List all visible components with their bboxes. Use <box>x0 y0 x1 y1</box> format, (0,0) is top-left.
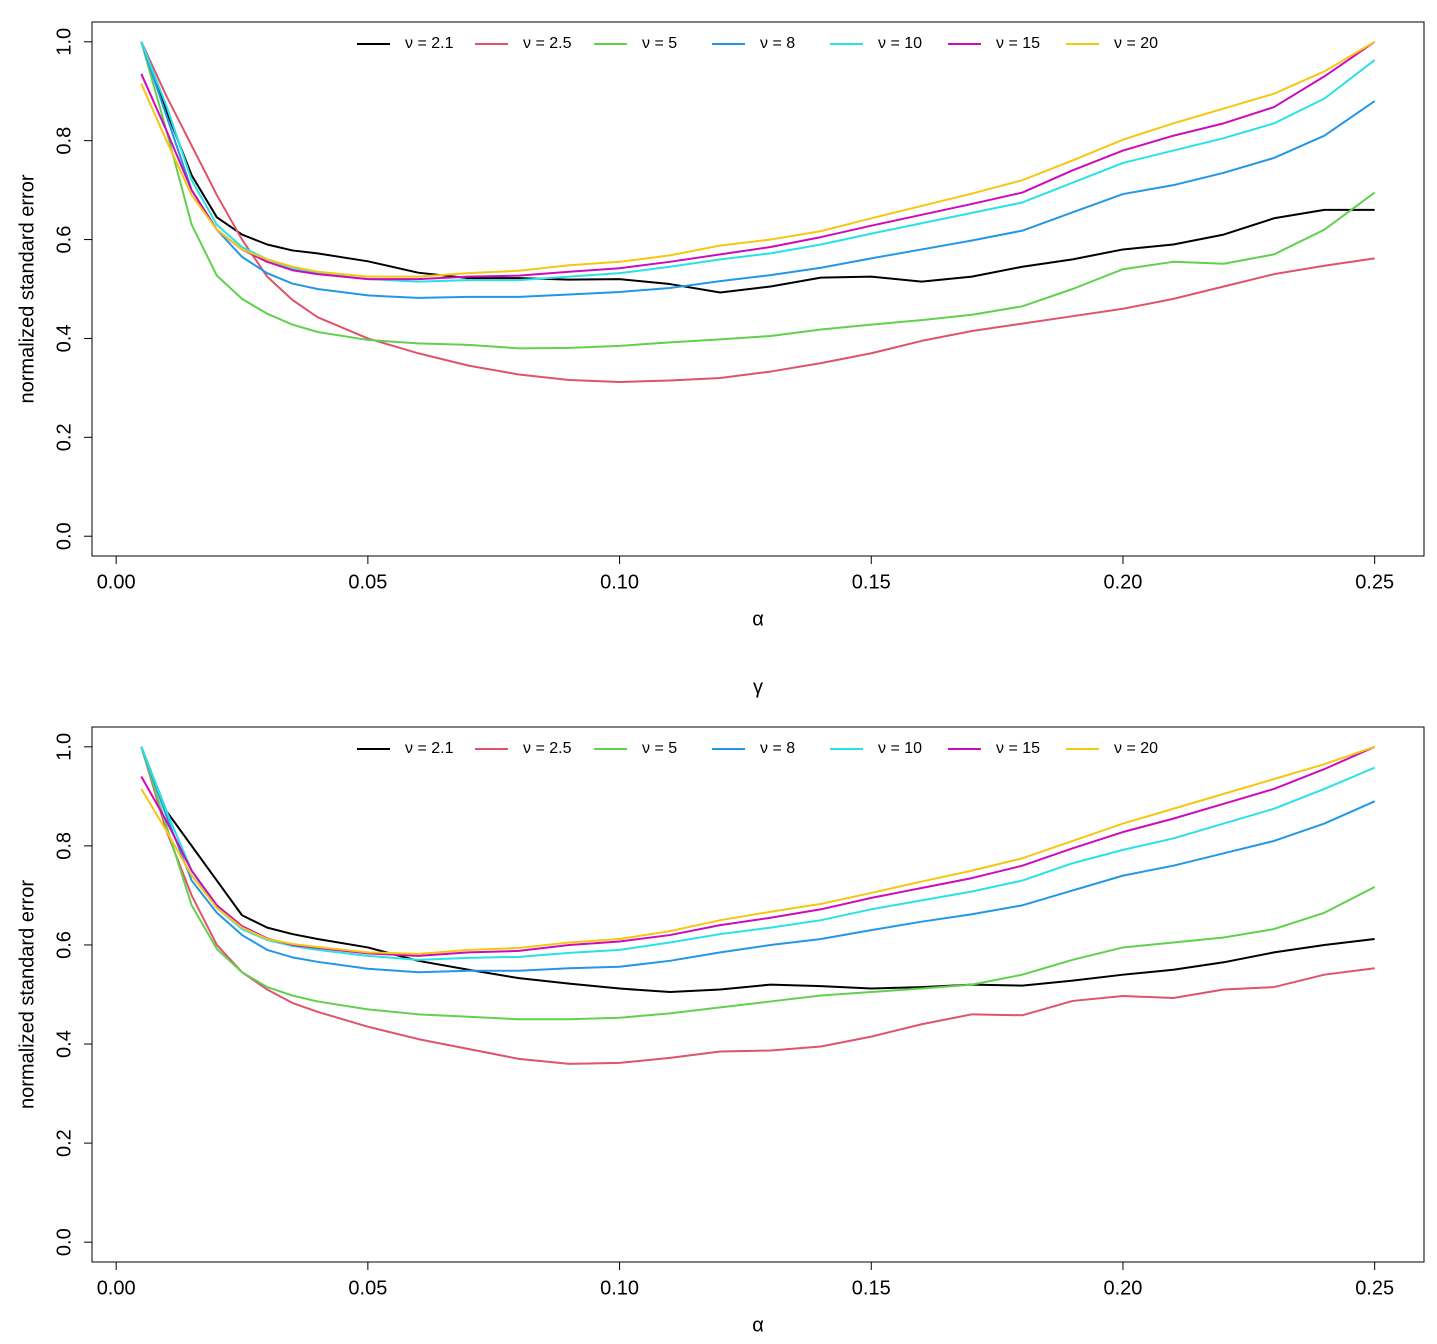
y-axis-label: normalized standard error <box>16 880 38 1109</box>
y-tick-label: 0.6 <box>53 226 75 254</box>
y-tick-label: 0.2 <box>53 1129 75 1157</box>
x-axis-label: α <box>752 608 764 630</box>
x-tick-label: 0.20 <box>1103 571 1142 593</box>
chart-title: γ <box>753 676 763 698</box>
legend-label: ν = 20 <box>1114 740 1158 757</box>
x-tick-label: 0.15 <box>852 571 891 593</box>
series-line <box>140 41 1376 299</box>
y-tick-label: 0.4 <box>53 325 75 353</box>
series-line <box>140 41 1376 350</box>
y-tick-label: 0.4 <box>53 1030 75 1058</box>
legend-label: ν = 2.1 <box>405 35 454 52</box>
series-line <box>140 746 1375 994</box>
x-tick-label: 0.20 <box>1103 1277 1142 1299</box>
legend-label: ν = 15 <box>996 35 1040 52</box>
legend-label: ν = 10 <box>878 740 922 757</box>
series-line <box>140 40 1376 281</box>
x-tick-label: 0.15 <box>852 1277 891 1299</box>
y-tick-label: 0.0 <box>53 522 75 550</box>
x-tick-label: 0.05 <box>348 1277 387 1299</box>
x-tick-label: 0.00 <box>97 1277 136 1299</box>
legend-label: ν = 5 <box>642 35 677 52</box>
series-line <box>140 746 1375 1065</box>
y-tick-label: 0.8 <box>53 127 75 155</box>
legend-label: ν = 2.1 <box>405 740 454 757</box>
x-tick-label: 0.00 <box>97 571 136 593</box>
series-line <box>140 746 1376 1021</box>
legend-label: ν = 5 <box>642 740 677 757</box>
y-tick-label: 0.6 <box>53 931 75 959</box>
y-tick-label: 0.8 <box>53 832 75 860</box>
legend-label: ν = 2.5 <box>523 35 572 52</box>
x-tick-label: 0.25 <box>1355 1277 1394 1299</box>
series-line <box>140 746 1376 961</box>
legend-label: ν = 8 <box>760 740 795 757</box>
x-tick-label: 0.05 <box>348 571 387 593</box>
series-line <box>140 41 1375 383</box>
x-tick-label: 0.25 <box>1355 571 1394 593</box>
series-line <box>140 41 1376 283</box>
x-tick-label: 0.10 <box>600 571 639 593</box>
legend-label: ν = 2.5 <box>523 740 572 757</box>
legend-label: ν = 20 <box>1114 35 1158 52</box>
y-tick-label: 0.0 <box>53 1228 75 1256</box>
y-tick-label: 0.2 <box>53 423 75 451</box>
x-tick-label: 0.10 <box>600 1277 639 1299</box>
y-axis-label: normalized standard error <box>16 174 38 403</box>
series-line <box>140 745 1375 955</box>
legend-label: ν = 15 <box>996 740 1040 757</box>
x-axis-label: α <box>752 1314 764 1336</box>
y-tick-label: 1.0 <box>53 733 75 761</box>
series-line <box>140 41 1375 294</box>
series-line <box>140 746 1376 974</box>
y-tick-label: 1.0 <box>53 28 75 56</box>
legend-label: ν = 10 <box>878 35 922 52</box>
series-line <box>140 745 1376 957</box>
legend-label: ν = 8 <box>760 35 795 52</box>
series-line <box>140 40 1376 278</box>
